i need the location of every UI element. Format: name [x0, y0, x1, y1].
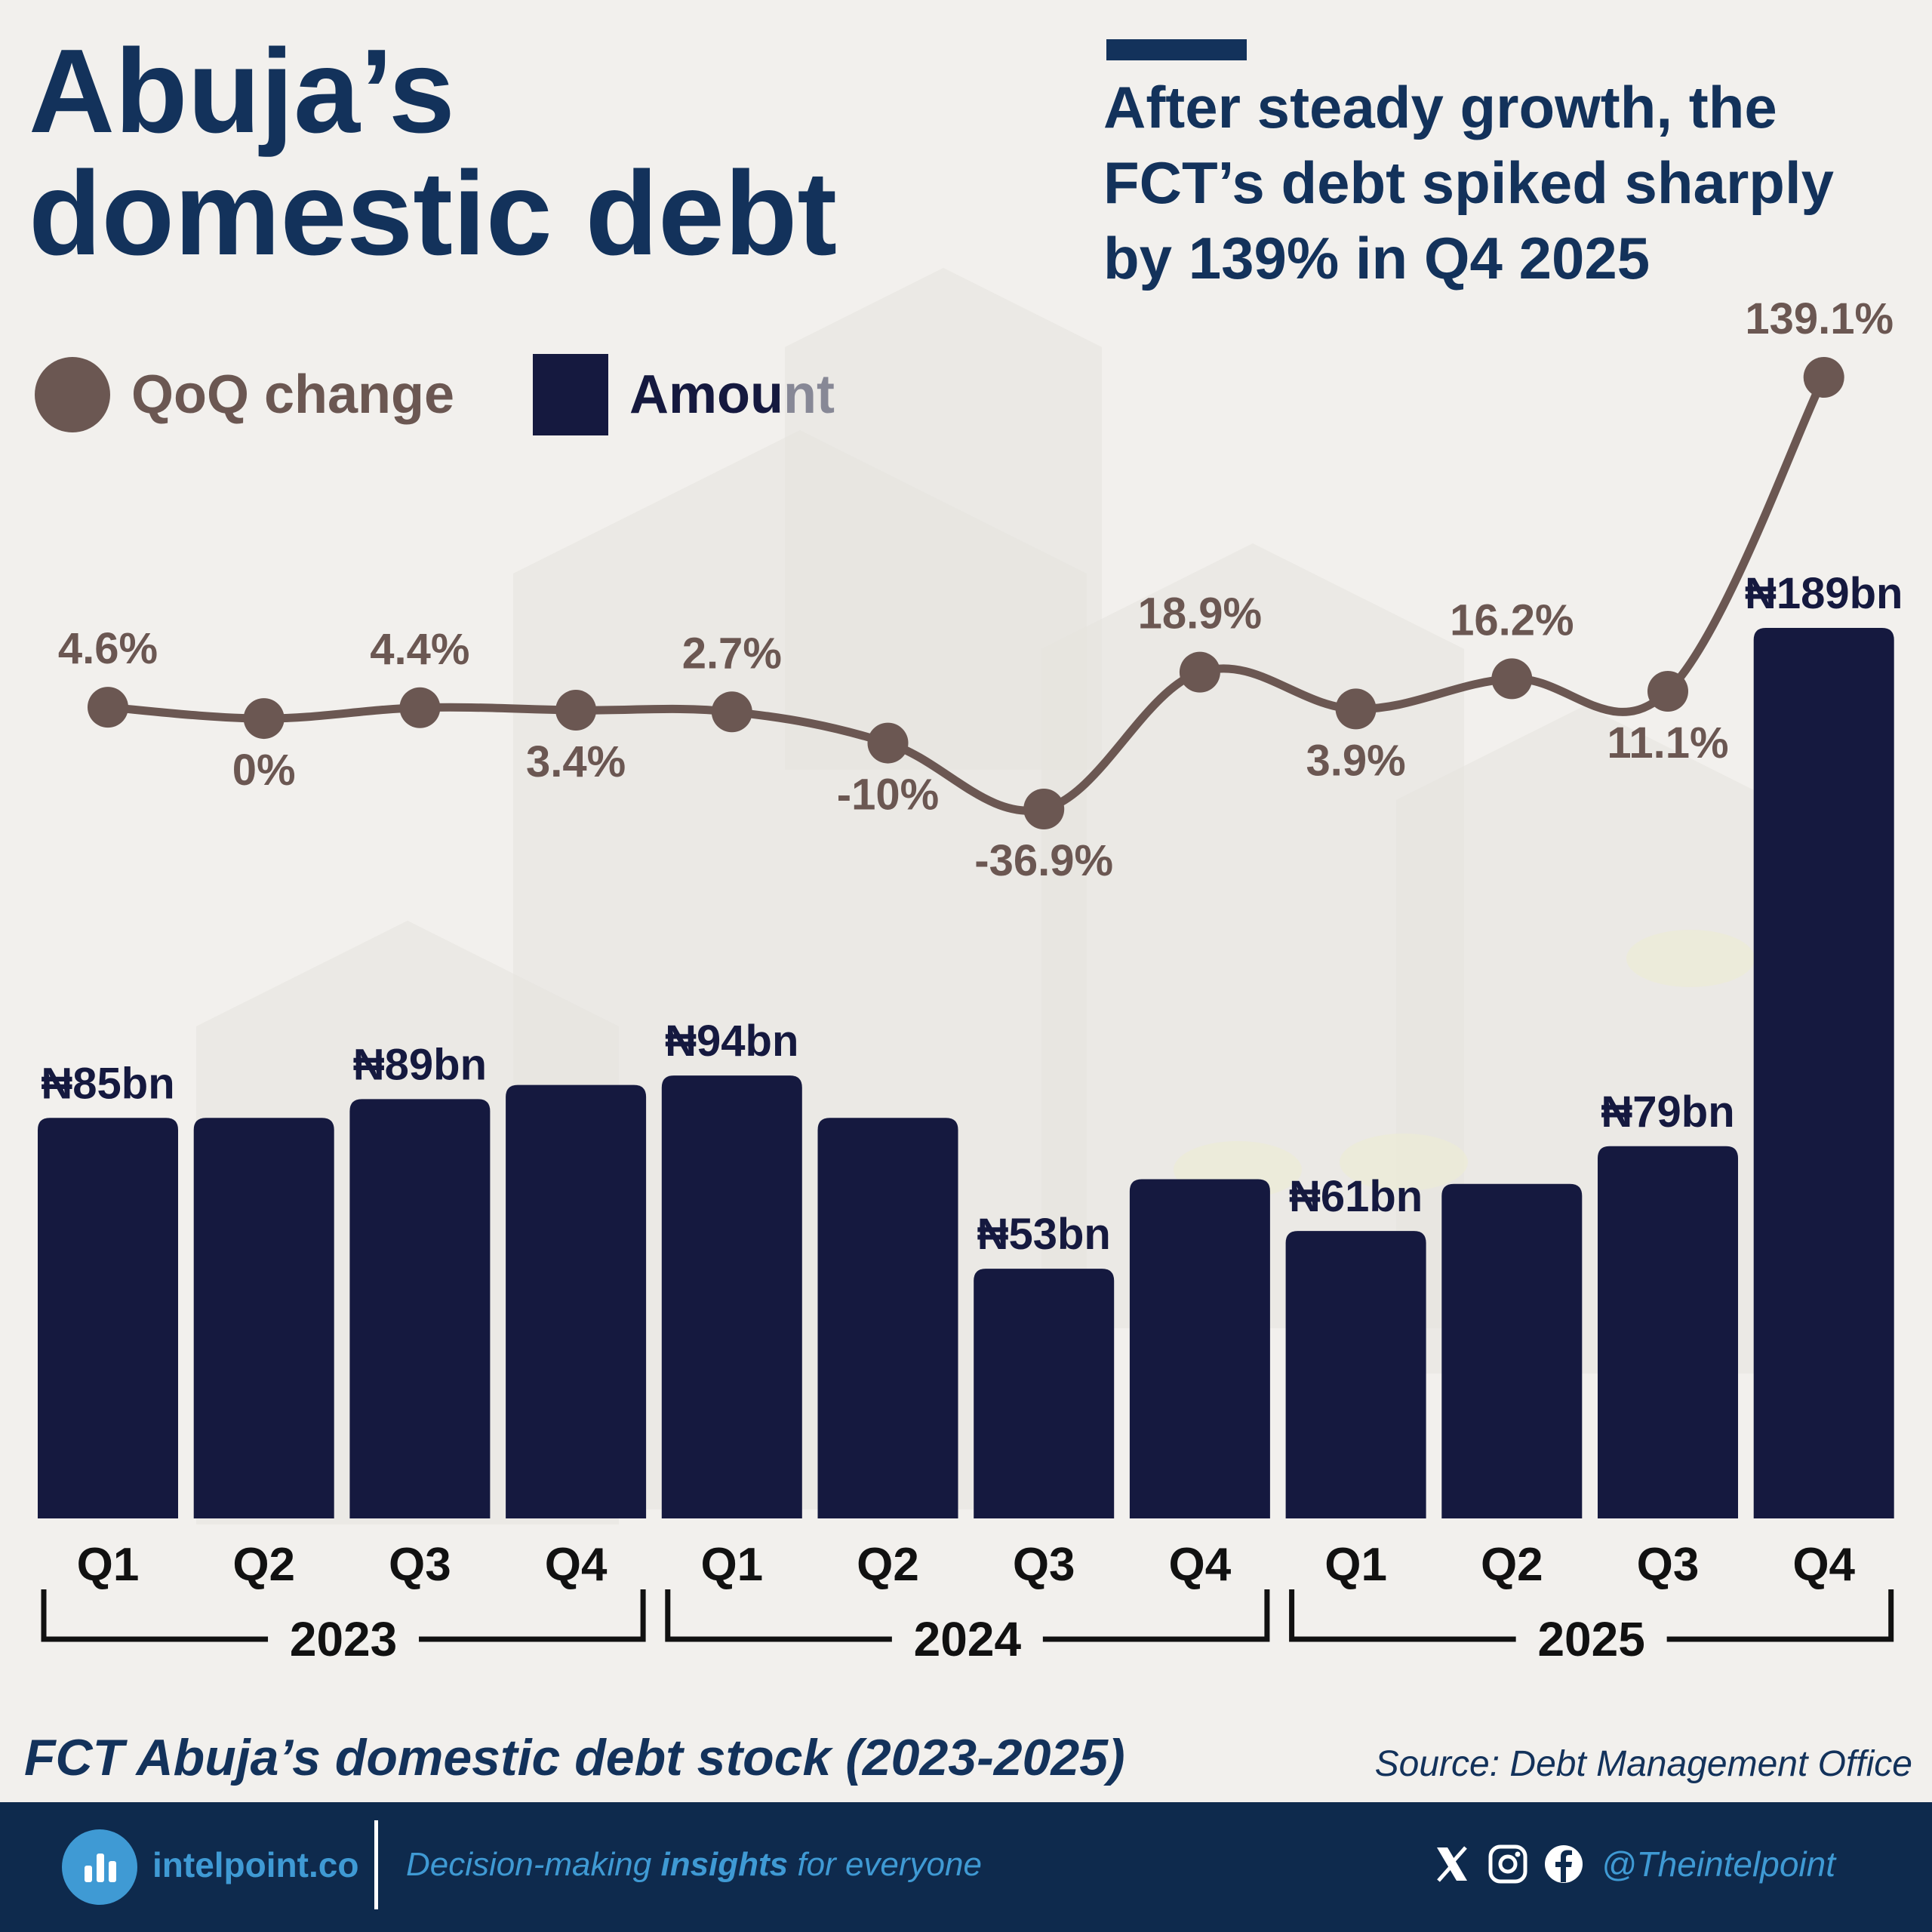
amount-bar: [661, 1075, 802, 1518]
amount-bar: [974, 1269, 1115, 1518]
year-label: 2025: [1537, 1612, 1644, 1666]
x-tick-label: Q3: [1637, 1539, 1700, 1591]
qoq-point-label: 16.2%: [1450, 595, 1574, 645]
amount-bar-label: ₦85bn: [41, 1059, 174, 1108]
x-tick-label: Q1: [77, 1539, 140, 1591]
x-tick-label: Q4: [545, 1539, 608, 1591]
amount-bar-label: ₦61bn: [1289, 1172, 1423, 1221]
amount-bar: [1441, 1183, 1583, 1518]
background-money-stack: [1041, 543, 1464, 1328]
year-bracket-left: [1289, 1589, 1516, 1642]
qoq-point: [1179, 651, 1220, 693]
qoq-point-label: 139.1%: [1745, 294, 1894, 343]
x-tick-label: Q2: [857, 1539, 919, 1591]
amount-bar-labels: ₦85bn ₦89bn ₦94bn ₦53bn ₦61bn ₦79bn ₦189bn: [41, 569, 1903, 1259]
background-money-stack: [785, 268, 1102, 770]
amount-bar: [817, 1118, 958, 1518]
x-tick-label: Q4: [1792, 1539, 1855, 1591]
x-tick-label: Q1: [700, 1539, 763, 1591]
chart-title: Abuja’s domestic debt: [29, 25, 838, 280]
qoq-point: [1491, 658, 1533, 700]
qoq-point: [1803, 357, 1844, 398]
amount-bar: [1753, 628, 1894, 1518]
qoq-point: [555, 690, 597, 731]
social-handle[interactable]: @Theintelpoint: [1601, 1844, 1835, 1884]
qoq-point-label: 18.9%: [1138, 589, 1262, 638]
background-coin: [1626, 930, 1755, 987]
qoq-line: [88, 357, 1844, 829]
legend-amount-swatch: [533, 354, 608, 435]
facebook-icon[interactable]: [1543, 1843, 1585, 1885]
qoq-point-label: 3.9%: [1306, 736, 1405, 785]
year-label: 2024: [914, 1612, 1022, 1666]
qoq-point-label: 0%: [232, 746, 296, 795]
year-bracket-left: [41, 1589, 269, 1642]
qoq-point-label: 11.1%: [1607, 718, 1728, 768]
qoq-point: [243, 698, 285, 740]
subtitle-accent-bar: [1106, 39, 1247, 60]
amount-bar: [1598, 1146, 1738, 1518]
legend-qoq: QoQ change: [35, 353, 454, 436]
qoq-point-label: 4.4%: [370, 625, 469, 674]
amount-bar-label: ₦53bn: [977, 1210, 1111, 1259]
footer: intelpoint.co Decision-making insights f…: [0, 1802, 1932, 1932]
background-coin: [1340, 1134, 1468, 1191]
tagline: Decision-making insights for everyone: [406, 1846, 982, 1884]
qoq-point-label: 2.7%: [682, 629, 782, 678]
year-label: 2023: [290, 1612, 397, 1666]
x-tick-label: Q3: [389, 1539, 451, 1591]
amount-bar-label: ₦189bn: [1745, 569, 1903, 618]
amount-bar: [506, 1084, 647, 1518]
source-note: Source: Debt Management Office: [1374, 1744, 1912, 1784]
amount-bar-label: ₦79bn: [1601, 1088, 1734, 1137]
year-bracket-right: [1042, 1589, 1270, 1642]
amount-bar: [38, 1118, 178, 1518]
amount-bar: [349, 1099, 491, 1518]
amount-bars: [38, 628, 1894, 1518]
year-bracket-right: [419, 1589, 646, 1642]
x-tick-label: Q2: [1481, 1539, 1543, 1591]
amount-bar: [1129, 1179, 1270, 1518]
tagline-post: for everyone: [788, 1846, 982, 1883]
x-tick-label: Q4: [1169, 1539, 1232, 1591]
tagline-bold: insights: [660, 1846, 789, 1883]
amount-bar-label: ₦89bn: [353, 1040, 487, 1089]
social-links: @Theintelpoint: [1431, 1843, 1835, 1885]
qoq-point-labels: 4.6% 0% 4.4% 3.4% 2.7% -10% -36.9% 18.9% 3.9% 16.…: [58, 294, 1894, 885]
amount-bar-label: ₦94bn: [665, 1017, 798, 1066]
brand-name[interactable]: intelpoint.co: [152, 1845, 359, 1884]
debt-chart: ₦85bn ₦89bn ₦94bn ₦53bn ₦61bn ₦79bn ₦189bn 4.6…: [38, 268, 1903, 1666]
qoq-point: [867, 722, 909, 764]
brand-logo-icon: [62, 1829, 137, 1905]
chart-caption: FCT Abuja’s domestic debt stock (2023-20…: [24, 1729, 1125, 1786]
x-tick-label: Q3: [1013, 1539, 1075, 1591]
legend-qoq-label: QoQ change: [131, 365, 455, 425]
chart-subtitle: After steady growth, the FCT’s debt spik…: [1103, 74, 1834, 291]
qoq-point-label: 4.6%: [58, 624, 158, 673]
qoq-point-label: -36.9%: [974, 836, 1113, 885]
legend-qoq-swatch: [35, 357, 110, 432]
qoq-point: [1023, 789, 1065, 829]
amount-bar: [193, 1118, 334, 1518]
qoq-point-label: 3.4%: [526, 737, 626, 786]
x-icon[interactable]: [1431, 1843, 1473, 1885]
qoq-point: [1647, 671, 1688, 712]
x-axis: Q1 Q2 Q3 Q4 Q1 Q2 Q3 Q4 Q1 Q2 Q3 Q4 2023 2024 2025: [41, 1539, 1894, 1666]
qoq-point: [1335, 688, 1377, 730]
qoq-point: [399, 687, 441, 728]
x-tick-label: Q2: [232, 1539, 295, 1591]
qoq-point: [711, 691, 752, 733]
amount-bar: [1285, 1231, 1426, 1518]
year-bracket-left: [665, 1589, 892, 1642]
x-tick-label: Q1: [1324, 1539, 1387, 1591]
qoq-point: [88, 687, 128, 728]
footer-divider: [374, 1820, 378, 1909]
tagline-pre: Decision-making: [406, 1846, 661, 1883]
qoq-point-label: -10%: [837, 771, 939, 820]
year-bracket-right: [1666, 1589, 1894, 1642]
instagram-icon[interactable]: [1487, 1843, 1529, 1885]
